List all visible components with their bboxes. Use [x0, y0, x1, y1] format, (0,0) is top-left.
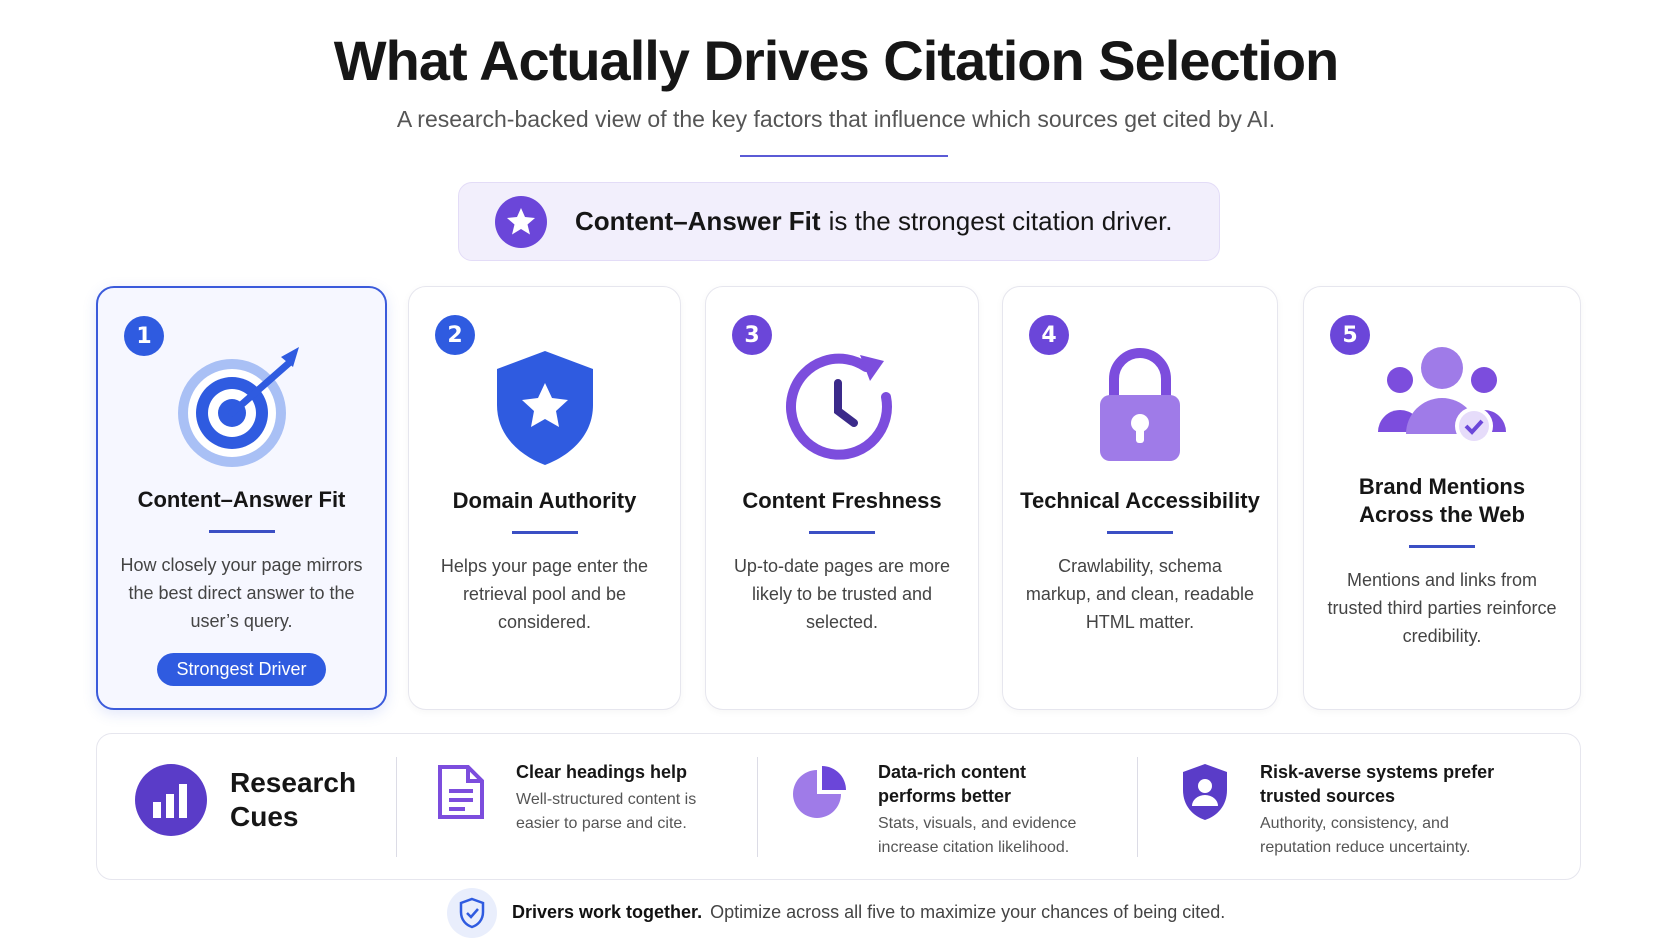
divider — [757, 757, 758, 857]
footer-bold: Drivers work together. — [512, 902, 703, 922]
card-title: Domain Authority — [452, 488, 637, 513]
pie-icon — [793, 766, 846, 818]
card-number: 5 — [1330, 315, 1370, 355]
card-description: Up-to-date pages are more likely to be t… — [733, 556, 951, 632]
document-icon — [438, 765, 484, 819]
card-description: Mentions and links from trusted third pa… — [1327, 570, 1557, 646]
chart-icon — [135, 764, 207, 836]
card-underline — [511, 531, 578, 534]
research-title: Research Cues — [230, 767, 357, 832]
shield-icon — [409, 342, 680, 472]
cue-title: Clear headings help — [516, 762, 688, 782]
footer-icon — [447, 888, 497, 938]
card-description: Crawlability, schema markup, and clean, … — [1025, 556, 1255, 632]
divider — [396, 757, 397, 857]
card-number: 4 — [1029, 315, 1069, 355]
card: 2 Domain Authority Helps your page enter … — [408, 286, 681, 710]
research-panel — [96, 733, 1581, 880]
title: What Actually Drives Citation Selection — [333, 29, 1339, 92]
cue-text: Well-structured content is easier to par… — [516, 791, 697, 832]
cue-title: Risk-averse systems prefer trusted sourc… — [1260, 762, 1495, 806]
card-title: Content Freshness — [742, 488, 942, 513]
card-underline — [1409, 545, 1475, 548]
card-underline — [809, 531, 875, 534]
cue-title: Data-rich content performs better — [878, 762, 1027, 806]
subtitle: A research-backed view of the key factor… — [396, 106, 1276, 132]
footer-text: Optimize across all five to maximize you… — [710, 902, 1226, 922]
cue: Clear headings help Well-structured conte… — [516, 760, 736, 836]
divider — [1137, 757, 1138, 857]
card: 3 Content Freshness Up-to-date pages are … — [705, 286, 979, 710]
footer: Drivers work together. Optimize across al… — [512, 902, 1225, 923]
card-number: 2 — [435, 315, 475, 355]
card-number: 3 — [732, 315, 772, 355]
card-underline — [1107, 531, 1173, 534]
divider — [740, 155, 948, 157]
cue-text: Stats, visuals, and evidence increase ci… — [878, 815, 1077, 856]
cue: Risk-averse systems prefer trusted sourc… — [1260, 760, 1520, 860]
card-title: Brand Mentions Across the Web — [1358, 474, 1526, 527]
lock-icon — [1003, 342, 1277, 472]
card: 5 Brand Mentions Across the Web Mentions … — [1303, 286, 1581, 710]
target-icon — [98, 343, 385, 473]
star-icon — [495, 195, 547, 248]
card-title: Technical Accessibility — [1020, 488, 1260, 513]
user-shield-icon — [1183, 764, 1227, 820]
clock-icon — [706, 342, 978, 472]
card-number: 1 — [124, 316, 164, 356]
people-icon — [1304, 332, 1580, 462]
badge: Strongest Driver — [157, 653, 326, 686]
card-underline — [208, 530, 275, 533]
callout-text: is the strongest citation driver. — [828, 206, 1173, 236]
callout: Content–Answer Fit is the strongest cita… — [458, 182, 1220, 261]
card: 4 Technical Accessibility Crawlability, s… — [1002, 286, 1278, 710]
card-title: Content–Answer Fit — [137, 487, 346, 512]
card: 1 Content–Answer Fit How closely your pa… — [96, 286, 387, 710]
card-description: Helps your page enter the retrieval pool… — [440, 556, 649, 632]
card-description: How closely your page mirrors the best d… — [120, 555, 363, 631]
cue-text: Authority, consistency, and reputation r… — [1260, 815, 1471, 856]
callout-bold: Content–Answer Fit — [575, 206, 821, 236]
cue: Data-rich content performs better Stats, … — [878, 760, 1118, 860]
